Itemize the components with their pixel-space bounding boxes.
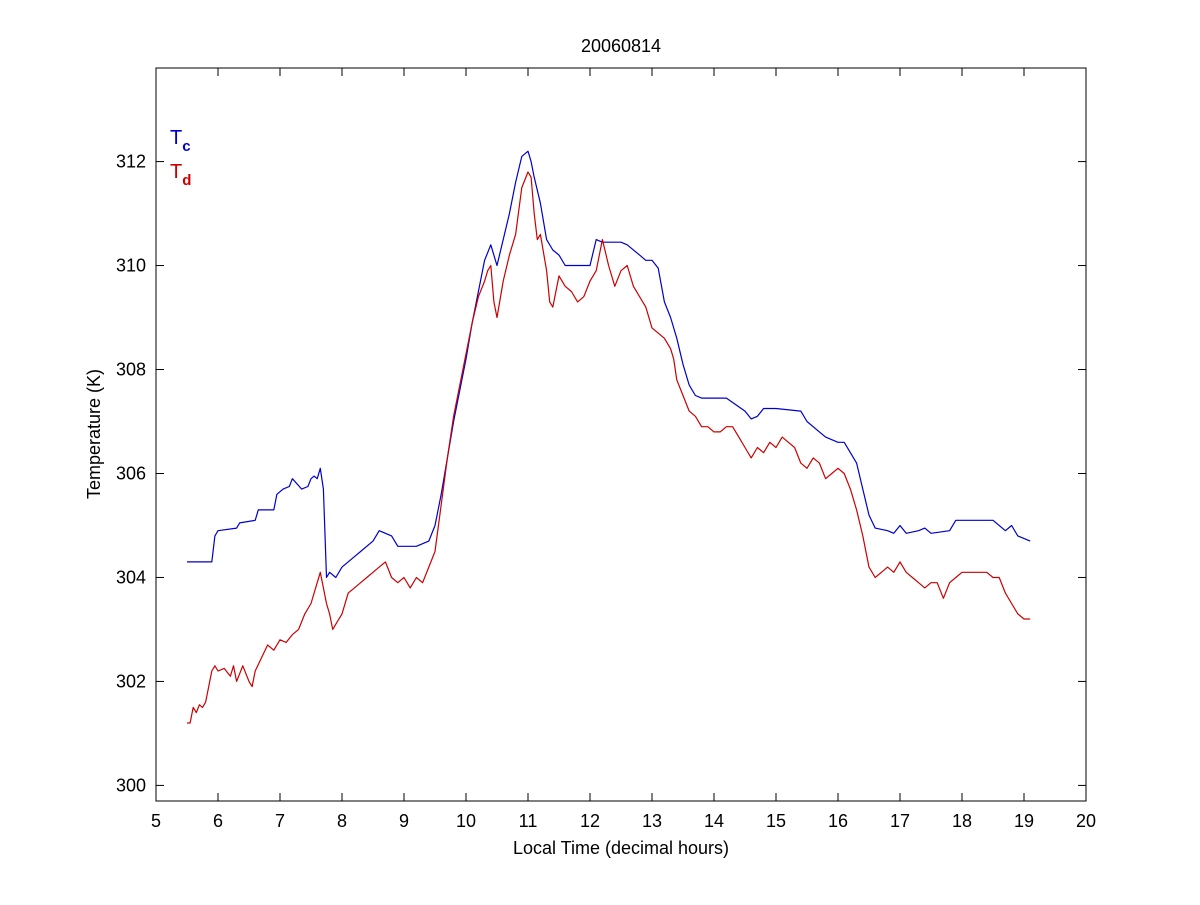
x-tick-label: 11 — [519, 811, 538, 831]
x-tick-label: 7 — [275, 811, 285, 831]
chart-title: 20060814 — [581, 36, 661, 56]
x-tick-label: 8 — [337, 811, 347, 831]
x-tick-label: 20 — [1076, 811, 1096, 831]
y-tick-label: 312 — [116, 152, 146, 172]
x-tick-label: 12 — [580, 811, 600, 831]
x-tick-label: 14 — [704, 811, 724, 831]
plot-area — [156, 68, 1086, 801]
x-axis-label: Local Time (decimal hours) — [513, 838, 729, 858]
axes-frame — [155, 67, 1087, 802]
series-line-1 — [187, 150, 1031, 579]
tick-layer: 5 6 7 8 9 10 11 12 13 14 15 16 17 18 19 20 300 302 304 306 3… — [116, 68, 1096, 831]
x-tick-label: 10 — [456, 811, 476, 831]
x-tick-label: 17 — [890, 811, 910, 831]
y-tick-label: 300 — [116, 775, 146, 795]
legend-entry-2: Td — [170, 161, 191, 189]
series-layer — [187, 150, 1031, 724]
x-tick-label: 5 — [151, 811, 161, 831]
x-tick-label: 15 — [766, 811, 786, 831]
x-tick-label: 9 — [399, 811, 409, 831]
series-line-2 — [187, 171, 1031, 724]
x-tick-label: 6 — [213, 811, 223, 831]
y-axis-label: Temperature (K) — [84, 369, 104, 499]
x-tick-label: 19 — [1014, 811, 1034, 831]
y-tick-label: 310 — [116, 256, 146, 276]
legend: Tc Td — [170, 127, 191, 189]
legend-entry-1: Tc — [170, 127, 191, 155]
y-tick-label: 304 — [116, 567, 146, 587]
y-tick-label: 306 — [116, 463, 146, 483]
x-tick-label: 18 — [952, 811, 972, 831]
y-tick-label: 308 — [116, 360, 146, 380]
x-tick-label: 13 — [642, 811, 662, 831]
x-tick-label: 16 — [828, 811, 848, 831]
y-tick-label: 302 — [116, 671, 146, 691]
